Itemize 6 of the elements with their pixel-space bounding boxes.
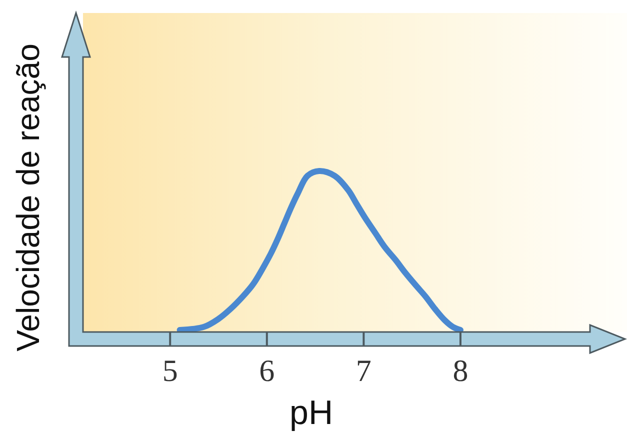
x-axis-title: pH [290,394,334,432]
x-tick-label: 8 [452,353,468,388]
x-tick-label: 5 [162,353,178,388]
y-axis-title: Velocidade de reação [10,44,46,352]
x-tick-label: 7 [356,353,372,388]
x-tick-label: 6 [259,353,275,388]
